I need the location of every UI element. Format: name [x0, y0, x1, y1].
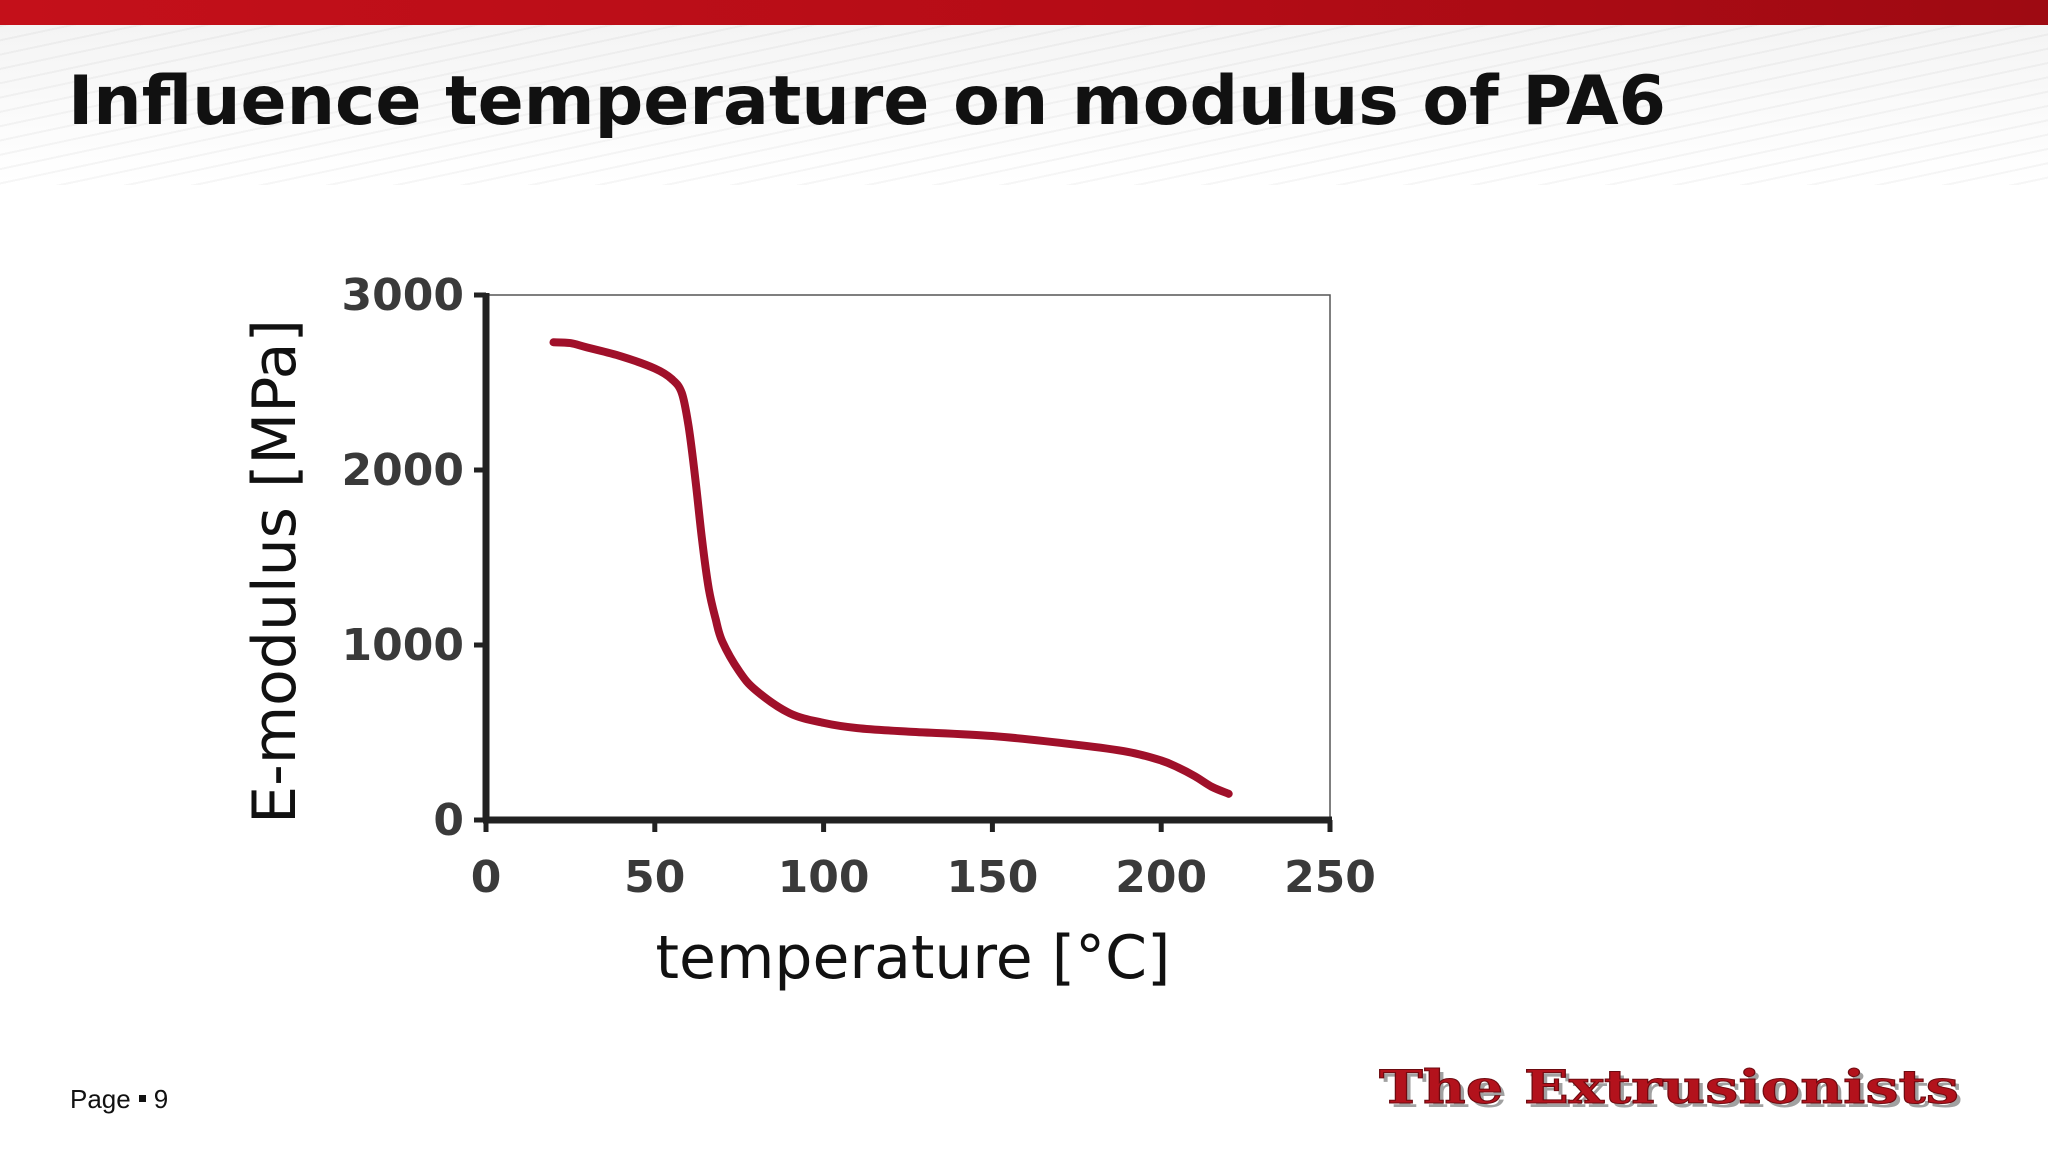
slide-title: Influence temperature on modulus of PA6	[68, 62, 1666, 141]
page-label: Page	[70, 1084, 131, 1114]
x-tick-label: 0	[471, 852, 502, 903]
modulus-temperature-chart: 0 1000 2000 3000 0 50 100 150 200 250 temperature …	[240, 270, 1376, 993]
header-band	[0, 25, 2048, 185]
y-tick-label: 3000	[342, 270, 464, 321]
x-axis-title: temperature [°C]	[656, 923, 1171, 993]
top-accent-bar	[0, 0, 2048, 25]
x-tick-label: 150	[946, 852, 1038, 903]
x-tick-label: 200	[1115, 852, 1207, 903]
brand-logo: The Extrusionists The Extrusionists	[1379, 1060, 1964, 1119]
y-axis-title: E-modulus [MPa]	[240, 319, 310, 824]
brand-logo-shadow: The Extrusionists	[1383, 1064, 1963, 1118]
series-line-0	[549, 338, 1233, 798]
page-footer: Page 9	[70, 1084, 168, 1115]
brand-logo-text: The Extrusionists	[1379, 1060, 1959, 1114]
plot-area-frame	[485, 294, 1331, 821]
page-separator-icon	[138, 1095, 146, 1103]
x-tick-label: 250	[1284, 852, 1376, 903]
x-tick-label: 100	[778, 852, 870, 903]
y-tick-label: 1000	[342, 620, 464, 671]
y-tick-label: 2000	[342, 445, 464, 496]
page-number: 9	[153, 1084, 169, 1114]
x-tick-label: 50	[624, 852, 685, 903]
y-tick-label: 0	[433, 795, 464, 846]
